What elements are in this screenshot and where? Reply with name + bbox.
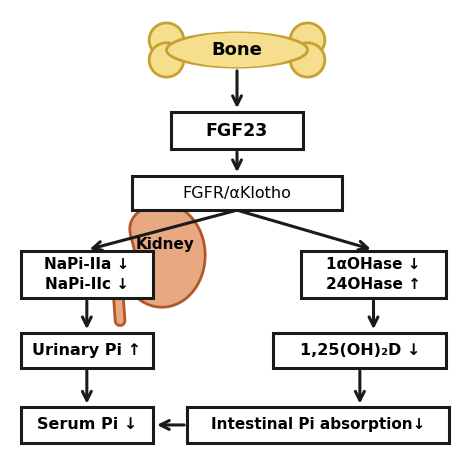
FancyBboxPatch shape	[132, 176, 342, 210]
FancyBboxPatch shape	[187, 407, 448, 443]
Text: 1αOHase ↓
24OHase ↑: 1αOHase ↓ 24OHase ↑	[326, 258, 421, 291]
Text: Bone: Bone	[211, 41, 263, 59]
Text: Kidney: Kidney	[136, 236, 195, 251]
Circle shape	[149, 43, 184, 77]
FancyBboxPatch shape	[21, 251, 153, 298]
Text: FGF23: FGF23	[206, 122, 268, 140]
Ellipse shape	[173, 33, 301, 67]
Text: Urinary Pi ↑: Urinary Pi ↑	[32, 343, 141, 358]
Ellipse shape	[166, 33, 308, 67]
Polygon shape	[130, 204, 205, 307]
FancyBboxPatch shape	[171, 112, 303, 149]
Circle shape	[149, 23, 184, 57]
Text: Intestinal Pi absorption↓: Intestinal Pi absorption↓	[210, 417, 425, 432]
Text: NaPi-IIa ↓
NaPi-IIc ↓: NaPi-IIa ↓ NaPi-IIc ↓	[44, 258, 129, 291]
FancyBboxPatch shape	[21, 407, 153, 443]
Text: FGFR/αKlotho: FGFR/αKlotho	[182, 186, 292, 201]
FancyBboxPatch shape	[301, 251, 447, 298]
Text: Serum Pi ↓: Serum Pi ↓	[36, 417, 137, 432]
Circle shape	[290, 23, 325, 57]
FancyBboxPatch shape	[273, 333, 447, 368]
Text: 1,25(OH)₂D ↓: 1,25(OH)₂D ↓	[300, 343, 420, 358]
Circle shape	[290, 43, 325, 77]
FancyBboxPatch shape	[21, 333, 153, 368]
